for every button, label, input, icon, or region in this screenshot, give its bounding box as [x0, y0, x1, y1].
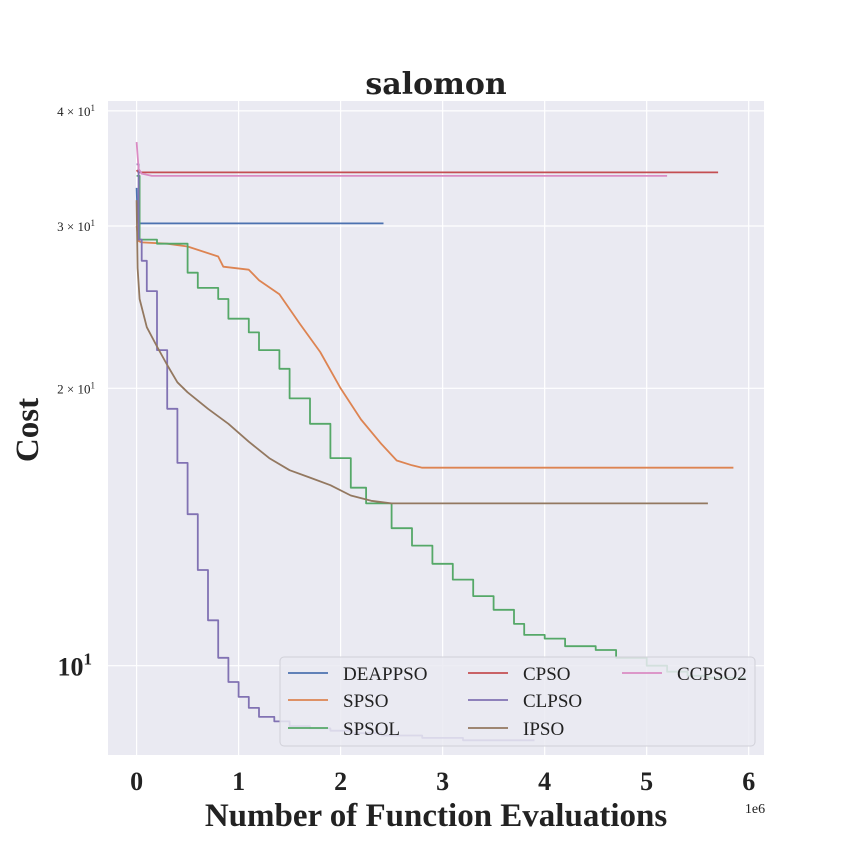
legend-label: DEAPPSO [343, 664, 427, 685]
series-line-spsol [136, 175, 746, 679]
y-axis-label: Cost [10, 398, 46, 462]
chart-title: salomon [365, 67, 506, 102]
legend-label: CPSO [523, 664, 571, 685]
x-tick-label: 2 [334, 767, 347, 796]
y-tick-label: 4 × 101 [57, 103, 95, 119]
grid [108, 101, 764, 755]
x-tick-label: 0 [130, 767, 143, 796]
y-tick-label: 2 × 101 [57, 380, 95, 396]
x-tick-label: 1 [232, 767, 245, 796]
series-line-ccpso2 [135, 142, 668, 177]
y-tick-label: 101 [58, 650, 93, 682]
legend-label: CCPSO2 [677, 664, 747, 685]
series-line-ipso [135, 200, 708, 505]
legend-label: CLPSO [523, 691, 582, 712]
legend-box [279, 656, 756, 747]
legend: DEAPPSO SPSO SPSOL CPSO CLPSO IPSO CCPSO2 [279, 656, 756, 747]
legend-label: IPSO [523, 719, 564, 740]
legend-label: SPSO [343, 691, 388, 712]
y-ticks: 101 2 × 101 3 × 101 4 × 101 [57, 103, 95, 682]
x-tick-label: 3 [436, 767, 449, 796]
x-tick-label: 5 [640, 767, 653, 796]
legend-label: SPSOL [343, 719, 400, 740]
x-offset-label: 1e6 [745, 802, 765, 817]
y-tick-label: 3 × 101 [57, 218, 95, 234]
x-tick-label: 6 [742, 767, 755, 796]
x-ticks: 0 1 2 3 4 5 6 [130, 767, 755, 796]
x-axis-label: Number of Function Evaluations [205, 798, 668, 834]
x-tick-label: 4 [538, 767, 551, 796]
